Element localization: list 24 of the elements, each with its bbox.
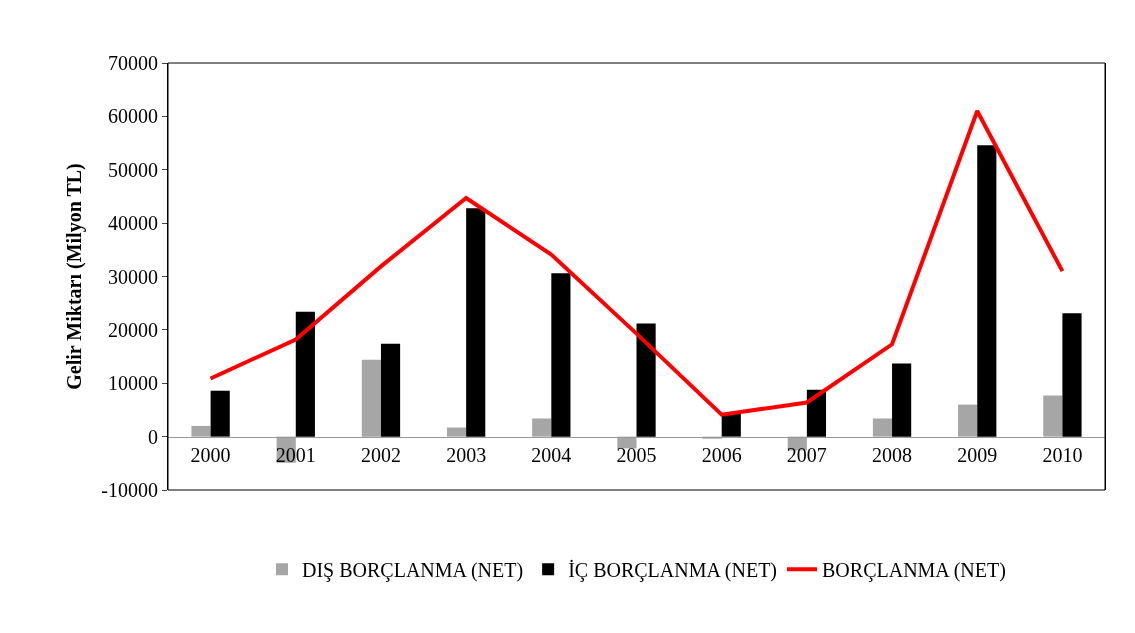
legend-label: DIŞ BORÇLANMA (NET) (302, 559, 524, 583)
legend-label: BORÇLANMA (NET) (822, 559, 1006, 583)
y-tick-label: 30000 (108, 265, 158, 288)
x-tick-label: 2006 (701, 443, 742, 466)
y-tick-label: 60000 (108, 105, 158, 128)
x-tick-label: 2005 (616, 443, 657, 466)
y-tick-label: 50000 (108, 158, 158, 181)
y-tick-label: 40000 (108, 212, 158, 235)
x-tick-label: 2003 (446, 443, 487, 466)
x-tick-label: 2002 (360, 443, 401, 466)
x-tick-label: 2009 (957, 443, 998, 466)
x-tick-label: 2004 (531, 443, 572, 466)
y-tick-label: -10000 (101, 479, 158, 501)
y-tick-label: 20000 (108, 318, 158, 341)
legend-label: İÇ BORÇLANMA (NET) (568, 559, 778, 583)
y-axis-title: Gelir Miktarı (Milyon TL) (62, 163, 86, 390)
y-tick-label: 0 (148, 425, 158, 448)
x-tick-label: 2001 (275, 443, 316, 466)
x-tick-label: 2007 (786, 443, 827, 466)
x-tick-label: 2008 (872, 443, 913, 466)
x-tick-label: 2010 (1042, 443, 1083, 466)
y-tick-label: 70000 (108, 52, 158, 74)
y-tick-label: 10000 (108, 372, 158, 395)
x-tick-label: 2000 (190, 443, 231, 466)
